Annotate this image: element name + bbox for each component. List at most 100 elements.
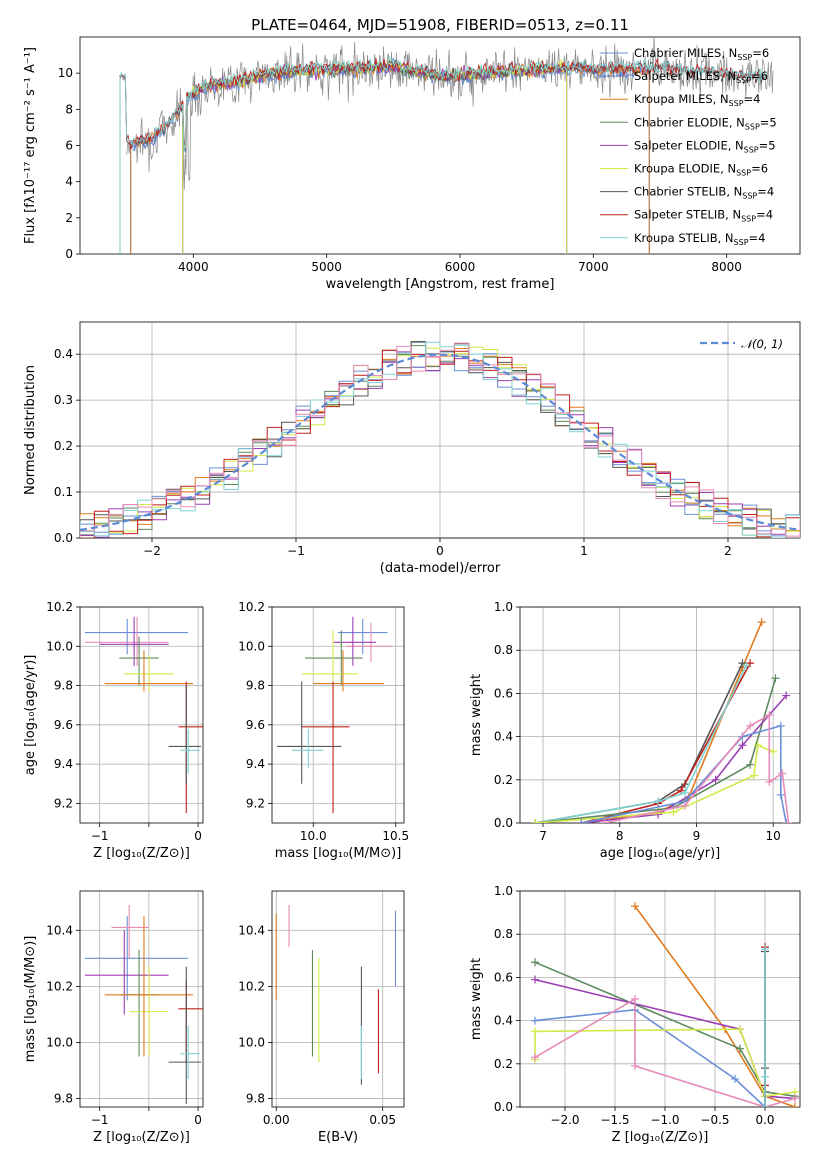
y-tick-label: 10.4 bbox=[238, 923, 265, 937]
legend-label: Kroupa MILES, NSSP=4 bbox=[634, 92, 760, 108]
series-marker bbox=[769, 747, 778, 756]
spectrum-legend: Chabrier MILES, NSSP=6 Salpeter MILES, NS… bbox=[600, 46, 777, 247]
axes-frame bbox=[519, 606, 801, 824]
x-tick-label: 10.0 bbox=[300, 829, 327, 843]
legend-label-value: =4 bbox=[756, 208, 773, 222]
legend-label: Salpeter STELIB, NSSP=4 bbox=[634, 208, 773, 224]
series-marker bbox=[531, 958, 539, 967]
y-tick-label: 10.2 bbox=[46, 600, 73, 614]
y-tick-label: 9.8 bbox=[54, 1092, 73, 1106]
series-marker bbox=[738, 741, 747, 750]
y-tick-label: 0.0 bbox=[54, 531, 73, 545]
histogram-pink bbox=[80, 342, 800, 538]
legend-label-sub: SSP bbox=[744, 145, 759, 154]
gaussian-curve bbox=[80, 353, 800, 531]
x-axis-label: age [log₁₀(age/yr)] bbox=[600, 846, 721, 861]
y-tick-label: 10 bbox=[58, 66, 73, 80]
age_vs_mass-panel: 10.0 10.5 9.2 9.4 9.6 9.8 10.0 10.2 mass [log₁₀(… bbox=[238, 600, 409, 861]
y-tick-label: 10.2 bbox=[238, 979, 265, 993]
y-axis-label: mass [log₁₀(M/M⊙)] bbox=[23, 936, 38, 1063]
y-tick-label: 9.4 bbox=[54, 757, 73, 771]
x-tick-label: 4000 bbox=[178, 260, 209, 274]
y-tick-label: 2 bbox=[65, 211, 73, 225]
legend-label: Salpeter ELODIE, NSSP=5 bbox=[634, 138, 776, 154]
legend-label-sub: SSP bbox=[734, 238, 749, 247]
series-marker bbox=[731, 1074, 739, 1083]
legend-label-value: =4 bbox=[744, 92, 761, 106]
gaussian-legend-label: 𝒩(0, 1) bbox=[741, 337, 783, 351]
series-marker bbox=[791, 1094, 799, 1103]
legend-label-sub: SSP bbox=[736, 169, 751, 178]
legend-label-sub: SSP bbox=[742, 192, 757, 201]
series-marker bbox=[791, 1103, 799, 1107]
y-axis-label: age [log₁₀(age/yr)] bbox=[23, 655, 38, 776]
legend-label-value: =6 bbox=[751, 69, 768, 83]
series-line bbox=[534, 1008, 766, 1107]
legend-label: Chabrier MILES, NSSP=6 bbox=[634, 46, 769, 62]
y-axis-label: mass weight bbox=[469, 958, 484, 1040]
series-marker bbox=[742, 661, 751, 670]
legend-label-sub: SSP bbox=[745, 122, 760, 131]
spectrum-model-chabrier_elodie bbox=[182, 61, 568, 254]
x-tick-label: 0 bbox=[194, 829, 202, 843]
x-tick-label: 1 bbox=[580, 544, 588, 558]
legend-label: Kroupa STELIB, NSSP=4 bbox=[634, 231, 765, 247]
series-marker bbox=[746, 659, 755, 668]
legend-label: Chabrier ELODIE, NSSP=5 bbox=[634, 115, 777, 131]
spectrum-model-kroupa_stelib bbox=[119, 55, 768, 254]
legend-label-sub: SSP bbox=[741, 215, 756, 224]
x-axis-label: E(B-V) bbox=[318, 1130, 358, 1145]
x-tick-label: −1 bbox=[91, 1113, 109, 1127]
spectrum-panel: 4000 5000 6000 7000 8000 0 2 4 6 8 10 wavelength [A… bbox=[23, 36, 801, 292]
series-marker bbox=[654, 797, 663, 806]
spectrum-model-salpeter_elodie bbox=[182, 61, 568, 254]
legend-label: Chabrier STELIB, NSSP=4 bbox=[634, 185, 774, 201]
series-marker bbox=[531, 975, 539, 984]
series-marker bbox=[531, 1016, 539, 1025]
x-tick-label: 8 bbox=[616, 829, 624, 843]
y-tick-label: 10.2 bbox=[238, 600, 265, 614]
series-line bbox=[535, 744, 774, 823]
series-marker bbox=[736, 1044, 744, 1053]
x-tick-label: 10 bbox=[766, 829, 781, 843]
y-tick-label: 9.8 bbox=[246, 679, 265, 693]
x-axis-label: mass [log₁₀(M/M⊙)] bbox=[275, 846, 402, 861]
y-tick-label: 0.3 bbox=[54, 393, 73, 407]
y-tick-label: 0.1 bbox=[54, 485, 73, 499]
x-tick-label: −2 bbox=[143, 544, 161, 558]
y-tick-label: 0.4 bbox=[54, 347, 73, 361]
y-tick-label: 0.8 bbox=[494, 643, 513, 657]
series-marker bbox=[765, 711, 774, 719]
y-tick-label: 9.2 bbox=[246, 796, 265, 810]
legend-label-value: =6 bbox=[752, 46, 769, 60]
x-tick-label: 10.5 bbox=[382, 829, 409, 843]
y-tick-label: 9.6 bbox=[246, 718, 265, 732]
series-marker bbox=[577, 819, 586, 823]
figure-title: PLATE=0464, MJD=51908, FIBERID=0513, z=0… bbox=[251, 16, 629, 34]
x-tick-label: 0 bbox=[194, 1113, 202, 1127]
series-marker bbox=[531, 1027, 539, 1036]
x-axis-label: Z [log₁₀(Z/Z⊙)] bbox=[93, 1130, 190, 1145]
y-axis-label: mass weight bbox=[469, 674, 484, 756]
x-axis-label: (data-model)/error bbox=[380, 561, 501, 576]
x-tick-label: 0.00 bbox=[263, 1113, 290, 1127]
series-marker bbox=[749, 771, 758, 780]
y-axis-label: Normed distribution bbox=[23, 365, 38, 495]
series-line bbox=[634, 905, 796, 1107]
legend-label-text: Kroupa MILES, N bbox=[634, 92, 729, 106]
y-tick-label: 10.2 bbox=[46, 979, 73, 993]
mass_vs_Z-panel: −1 0 9.8 10.0 10.2 10.4 Z [log₁₀(Z/Z⊙)] mass [l… bbox=[23, 890, 204, 1145]
legend-label-value: =4 bbox=[749, 231, 766, 245]
legend-label: Salpeter MILES, NSSP=6 bbox=[634, 69, 768, 85]
y-tick-label: 0.6 bbox=[494, 970, 513, 984]
x-tick-label: 0.0 bbox=[755, 1113, 774, 1127]
spectrum-model-salpeter_stelib bbox=[119, 57, 767, 254]
y-tick-label: 4 bbox=[65, 175, 73, 189]
legend-label-text: Chabrier ELODIE, N bbox=[634, 115, 745, 129]
y-tick-label: 9.6 bbox=[54, 718, 73, 732]
massweight_vs_Z-panel: −2.0 −1.5 −1.0 −0.5 0.0 0.0 0.2 0.4 0.6 0.8 1.0 Z [… bbox=[469, 884, 801, 1145]
residuals-panel: −2 −1 0 1 2 0.0 0.1 0.2 0.3 0.4 (data-model)/error… bbox=[23, 321, 801, 576]
massweight_vs_age-panel: 7 8 9 10 0.0 0.2 0.4 0.6 0.8 1.0 age [log₁₀(age/yr… bbox=[469, 600, 801, 861]
series-marker bbox=[782, 819, 791, 823]
